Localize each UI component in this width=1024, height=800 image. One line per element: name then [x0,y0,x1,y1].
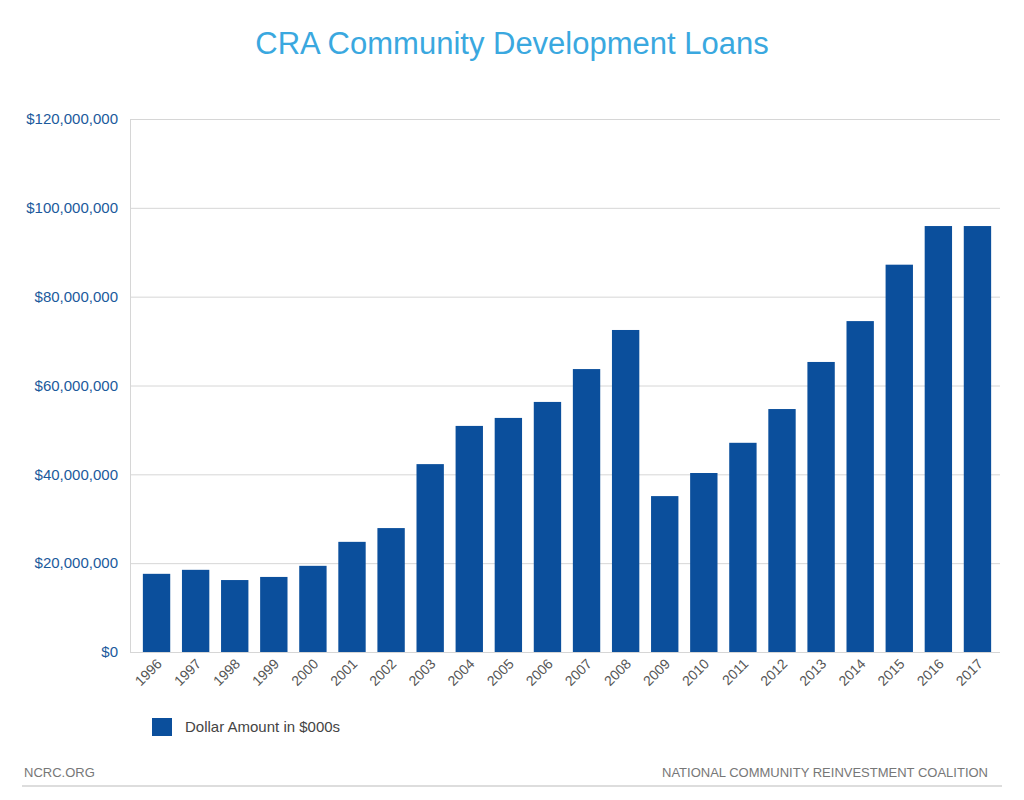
y-tick-label: $100,000,000 [26,199,118,216]
x-tick-label: 2007 [562,655,595,688]
y-tick: $80,000,000 [35,288,1000,305]
x-tick-label: 2008 [601,655,634,688]
x-tick: 2015 [874,655,907,688]
x-tick: 2006 [523,655,556,688]
x-tick-label: 1998 [210,655,243,688]
x-axis-line [138,652,998,653]
grid-line [130,119,1000,120]
bar [260,577,287,652]
y-tick-label: $80,000,000 [35,288,118,305]
x-tick-label: 1996 [132,655,165,688]
x-axis: 1996199719981999200020012002200320042005… [132,653,998,689]
bar [768,409,795,652]
legend: Dollar Amount in $000s [152,718,340,736]
x-tick: 2008 [601,655,634,688]
x-tick: 2016 [913,655,946,688]
y-tick-label: $60,000,000 [35,377,118,394]
x-tick: 2002 [366,655,399,688]
x-tick-label: 2009 [640,655,673,688]
bar [847,321,874,652]
footer-rule [22,786,1002,787]
bar [573,369,600,652]
x-tick-label: 2011 [719,655,752,688]
y-tick-label: $20,000,000 [35,554,118,571]
x-tick-label: 2012 [757,655,790,688]
bar [338,542,365,652]
x-tick: 2001 [327,655,360,688]
x-tick: 2010 [679,655,712,688]
x-tick: 2003 [405,655,438,688]
legend-swatch [152,718,172,736]
bar [925,226,952,652]
bar [964,226,991,652]
bar [612,330,639,652]
bar [377,528,404,652]
x-tick-label: 2004 [444,655,477,688]
bar [495,418,522,652]
x-tick: 2004 [444,655,477,688]
x-tick-label: 2010 [679,655,712,688]
x-tick-label: 2013 [796,655,829,688]
bar [182,570,209,652]
footer-text: NATIONAL COMMUNITY REINVESTMENT COALITIO… [662,765,988,780]
bar [690,473,717,652]
grid-line [130,208,1000,209]
x-tick: 2013 [796,655,829,688]
legend-label: Dollar Amount in $000s [185,718,340,735]
y-tick-label: $0 [101,643,118,660]
x-tick: 2014 [835,655,868,688]
x-tick: 1997 [171,655,204,688]
bar [221,580,248,652]
x-tick: 1998 [210,655,243,688]
x-tick: 2007 [562,655,595,688]
footer-text: NCRC.ORG [24,765,95,780]
title: CRA Community Development Loans [255,26,768,61]
bar [143,574,170,652]
x-tick-label: 2005 [483,655,516,688]
grid-line [130,297,1000,298]
bar [729,443,756,652]
bar [417,464,444,652]
x-tick-label: 2017 [953,655,986,688]
bar [456,426,483,652]
chart: CRA Community Development Loans $0 $20,000… [0,0,1024,800]
grid-line [130,652,1000,653]
x-tick-label: 2002 [366,655,399,688]
x-tick-label: 2014 [835,655,868,688]
bar [651,496,678,652]
x-tick: 1999 [249,655,282,688]
x-tick: 2012 [757,655,790,688]
bar [299,566,326,652]
x-tick-label: 2003 [405,655,438,688]
x-tick-label: 2015 [874,655,907,688]
x-tick-label: 1999 [249,655,282,688]
y-tick-label: $120,000,000 [26,110,118,127]
y-tick-label: $40,000,000 [35,466,118,483]
x-tick: 2009 [640,655,673,688]
x-tick-label: 2016 [913,655,946,688]
y-tick: $120,000,000 [26,110,1000,127]
x-tick: 2011 [719,655,752,688]
bar [807,362,834,652]
bar [886,265,913,652]
x-tick-label: 2006 [523,655,556,688]
x-tick-label: 2001 [327,655,360,688]
x-tick: 2000 [288,655,321,688]
bar [534,402,561,652]
bars [143,226,991,652]
y-tick: $100,000,000 [26,199,1000,216]
y-axis: $0 $20,000,000 $40,000,000 $60,000,000 $80,0… [26,110,1000,660]
x-tick-label: 1997 [171,655,204,688]
x-tick: 2005 [483,655,516,688]
x-tick-label: 2000 [288,655,321,688]
x-tick: 2017 [953,655,986,688]
x-tick: 1996 [132,655,165,688]
legend-item: Dollar Amount in $000s [152,718,340,736]
